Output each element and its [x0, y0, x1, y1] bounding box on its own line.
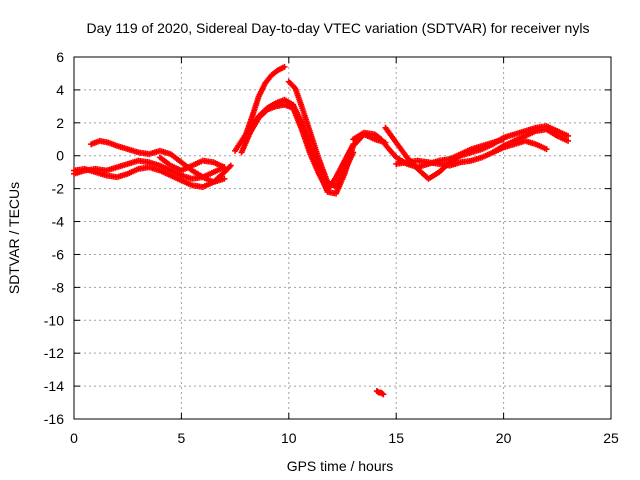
y-tick-label: -2 [52, 181, 65, 197]
data-point [227, 162, 234, 169]
y-tick-label: 4 [56, 82, 64, 98]
series-arc-5 [232, 63, 288, 154]
data-point [380, 391, 387, 398]
y-tick-labels: -16 -14 -12 -10 -8 -6 -4 -2 0 2 4 6 [44, 49, 64, 427]
series-arc-4 [156, 154, 228, 174]
axis-ticks [73, 56, 612, 420]
data-point [379, 390, 386, 397]
y-tick-label: 2 [56, 115, 64, 131]
y-tick-label: 0 [56, 148, 64, 164]
series-outlier [373, 388, 387, 398]
x-tick-label: 10 [281, 430, 297, 446]
data-point [565, 137, 572, 144]
y-tick-label: -14 [44, 378, 64, 394]
x-tick-label: 0 [70, 430, 78, 446]
data-point [221, 164, 228, 171]
data-point [350, 149, 357, 156]
series-arc-8 [285, 78, 357, 190]
x-tick-label: 20 [496, 430, 512, 446]
data-points [71, 63, 572, 398]
data-point [281, 63, 288, 70]
chart-title: Day 119 of 2020, Sidereal Day-to-day VTE… [87, 20, 590, 36]
y-tick-label: -12 [44, 345, 64, 361]
series-arc-3 [88, 137, 228, 186]
x-axis-label: GPS time / hours [287, 458, 394, 474]
x-tick-label: 5 [178, 430, 186, 446]
y-tick-label: 6 [56, 49, 64, 65]
data-point [221, 175, 228, 182]
y-tick-label: -6 [52, 246, 65, 262]
data-point [543, 146, 550, 153]
grid [74, 57, 611, 419]
y-tick-label: -10 [44, 312, 64, 328]
x-tick-label: 15 [388, 430, 404, 446]
y-tick-label: -8 [52, 279, 65, 295]
y-axis-label: SDTVAR / TECUs [6, 182, 22, 294]
x-tick-labels: 0 5 10 15 20 25 [70, 430, 619, 446]
y-tick-label: -4 [52, 214, 65, 230]
series-arc-12 [489, 137, 550, 156]
plot-frame [73, 56, 612, 420]
x-tick-label: 25 [603, 430, 619, 446]
y-tick-label: -16 [44, 411, 64, 427]
